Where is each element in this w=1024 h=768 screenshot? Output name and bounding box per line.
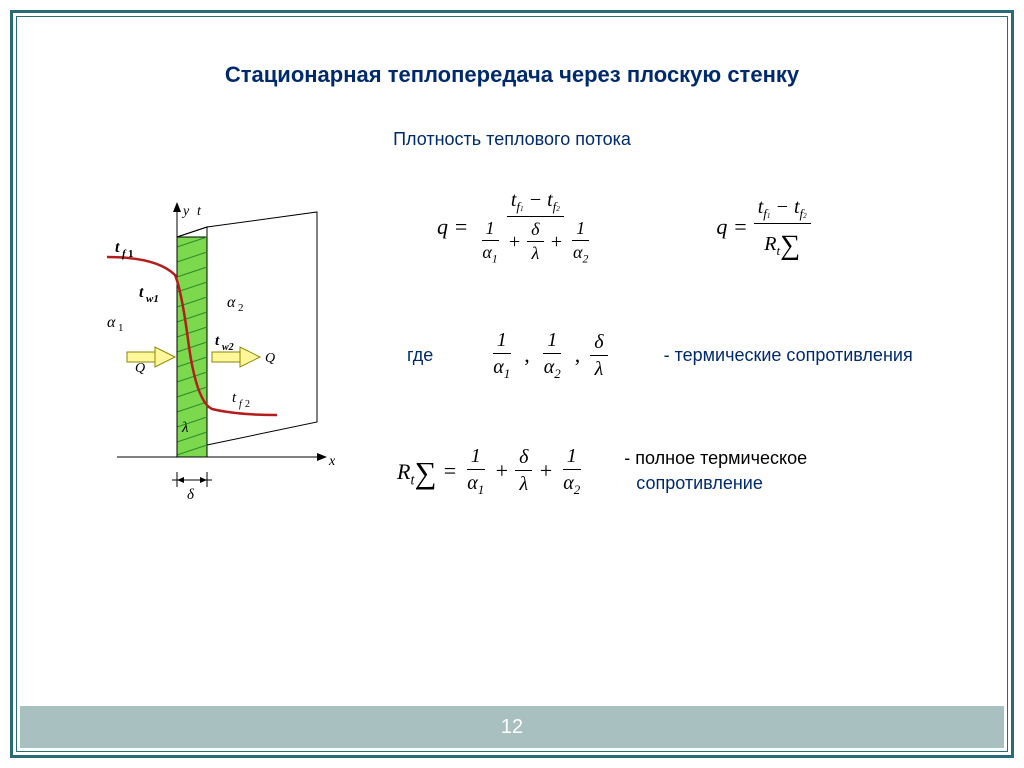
wall-diagram: y t x t f 1 t w1 t w2 t f 2 α 1 α 2 Q Q — [77, 197, 357, 507]
svg-text:w1: w1 — [146, 293, 159, 305]
svg-text:t: t — [139, 284, 144, 301]
svg-text:1: 1 — [128, 248, 134, 260]
formula-q-short: q = tf1 − tf2 Rt∑ — [716, 194, 810, 260]
full-resistance-desc: - полное термическое сопротивление — [624, 446, 807, 497]
formula-q-full: q = tf1 − tf2 1α1 + δλ + 1α2 — [437, 187, 596, 267]
slide-subtitle: Плотность теплового потока — [17, 129, 1007, 150]
svg-text:δ: δ — [187, 487, 195, 503]
svg-text:2: 2 — [238, 302, 244, 314]
slide-title: Стационарная теплопередача через плоскую… — [17, 62, 1007, 88]
svg-text:α: α — [227, 294, 236, 311]
svg-text:w2: w2 — [222, 342, 234, 353]
formula-region: q = tf1 − tf2 1α1 + δλ + 1α2 — [397, 187, 947, 499]
resistance-terms: 1α1 , 1α2 , δλ — [489, 327, 607, 383]
svg-text:t: t — [197, 204, 202, 219]
svg-text:x: x — [328, 454, 336, 469]
where-label: где — [407, 345, 433, 366]
page-number: 12 — [501, 716, 523, 739]
page-footer: 12 — [20, 706, 1004, 748]
svg-text:Q: Q — [265, 351, 275, 366]
svg-text:2: 2 — [245, 399, 250, 410]
svg-text:Q: Q — [135, 361, 145, 376]
svg-text:λ: λ — [181, 420, 189, 436]
svg-text:α: α — [107, 314, 116, 331]
svg-text:1: 1 — [118, 322, 124, 334]
formula-r-sum: Rt∑ = 1α1 + δλ + 1α2 — [397, 443, 584, 499]
resistance-desc: - термические сопротивления — [664, 345, 913, 366]
svg-text:y: y — [181, 204, 190, 219]
svg-text:t: t — [115, 239, 120, 256]
